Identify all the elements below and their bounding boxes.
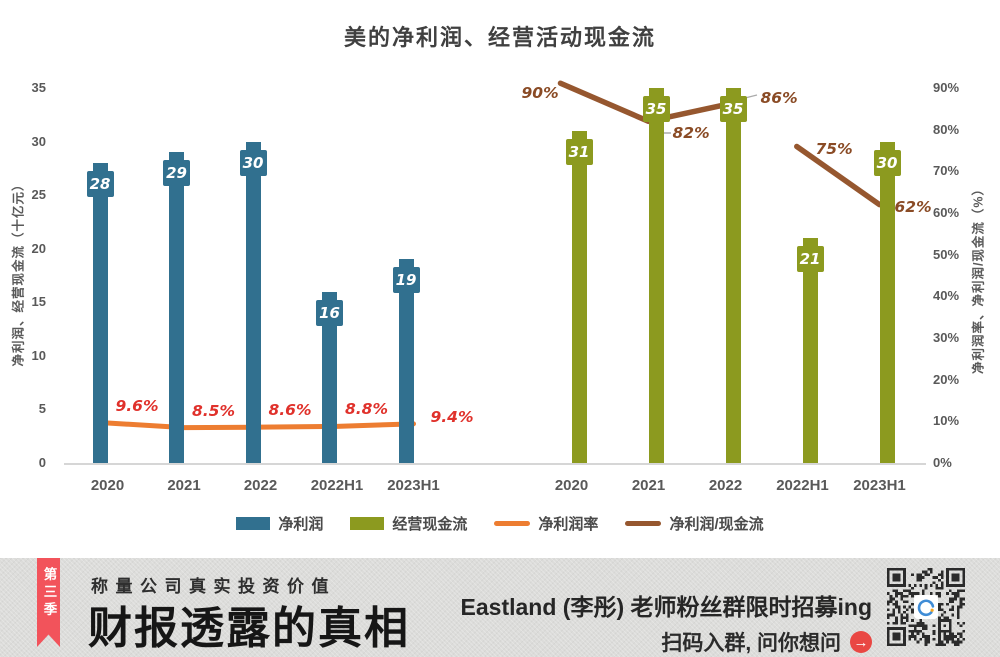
bar-net-profit-2021 bbox=[169, 152, 184, 463]
bar-cash-flow-2023H1 bbox=[879, 141, 895, 463]
legend-item-4: 净利润/现金流 bbox=[625, 513, 764, 534]
left-axis-title: 净利润、经营现金流（十亿元） bbox=[11, 177, 26, 367]
bar-net-profit-2023H1 bbox=[398, 259, 414, 463]
x-tick-right-2022: 2022 bbox=[708, 477, 743, 494]
bar-cash-flow-2020-value-label: 31 bbox=[565, 138, 593, 165]
label-profit-to-cash-2023H1: 62% bbox=[894, 197, 932, 216]
x-tick-right-2021: 2021 bbox=[631, 477, 666, 494]
bar-cash-flow-2020 bbox=[571, 130, 587, 463]
promo-line2: 扫码入群, 问你想问 → bbox=[461, 627, 872, 657]
x-tick-right-2020: 2020 bbox=[554, 477, 589, 494]
season-ribbon: 第三季 bbox=[37, 558, 60, 647]
bar-net-profit-2022-value-label: 30 bbox=[239, 149, 267, 176]
right-axis-tick-30%: 30% bbox=[933, 330, 960, 345]
chart-legend: 净利润 经营现金流 净利润率 净利润/现金流 bbox=[0, 513, 1000, 534]
footer-banner: 第三季 bbox=[0, 558, 1000, 657]
left-axis-tick-20: 20 bbox=[31, 240, 46, 256]
x-tick-left-2023H1: 2023H1 bbox=[387, 477, 440, 494]
bar-net-profit-2022H1 bbox=[322, 291, 337, 463]
bar-net-profit-2023H1-value-label: 19 bbox=[392, 267, 420, 294]
legend-item-2: 经营现金流 bbox=[350, 513, 467, 534]
bar-net-profit-2021-value-label: 29 bbox=[163, 160, 190, 187]
legend-label-3: 净利润率 bbox=[538, 516, 599, 533]
promo-line2-text: 扫码入群, 问你想问 bbox=[661, 632, 841, 655]
left-axis-tick-5: 5 bbox=[38, 401, 46, 417]
label-net-margin-2023H1: 9.4% bbox=[430, 407, 474, 426]
right-axis-tick-60%: 60% bbox=[933, 205, 960, 220]
banner-tagline: 称量公司真实投资价值 bbox=[91, 577, 336, 596]
x-tick-left-2021: 2021 bbox=[167, 477, 201, 494]
label-profit-to-cash-2022H1: 75% bbox=[815, 140, 853, 158]
qr-center-logo bbox=[914, 595, 938, 619]
bar-net-profit-2020 bbox=[92, 163, 108, 463]
left-axis-tick-25: 25 bbox=[31, 187, 46, 203]
x-tick-left-2022H1: 2022H1 bbox=[310, 477, 364, 494]
bar-net-profit-2022 bbox=[245, 141, 261, 463]
legend-label-2: 经营现金流 bbox=[392, 516, 468, 533]
season-ribbon-label: 第三季 bbox=[41, 567, 57, 620]
right-axis-tick-90%: 90% bbox=[933, 80, 960, 95]
promo-line1: Eastland (李彤) 老师粉丝群限时招募ing bbox=[460, 594, 872, 620]
right-axis-tick-70%: 70% bbox=[933, 163, 960, 179]
right-axis-tick-50%: 50% bbox=[933, 246, 960, 262]
right-axis-tick-20%: 20% bbox=[933, 371, 960, 387]
bar-net-profit-2020-value-label: 28 bbox=[86, 171, 114, 197]
x-tick-right-2022H1: 2022H1 bbox=[776, 477, 829, 494]
bar-cash-flow-2022-value-label: 35 bbox=[719, 96, 747, 122]
blue-swirl-icon bbox=[917, 599, 935, 617]
promo-block: Eastland (李彤) 老师粉丝群限时招募ing 扫码入群, 问你想问 → bbox=[461, 588, 872, 657]
legend-swatch-4 bbox=[625, 521, 662, 526]
left-axis-tick-10: 10 bbox=[31, 347, 46, 363]
legend-item-3: 净利润率 bbox=[494, 513, 598, 534]
x-axis-line bbox=[64, 463, 926, 465]
chart-title: 美的净利润、经营活动现金流 bbox=[343, 25, 656, 50]
line-net-margin bbox=[105, 420, 416, 431]
label-profit-to-cash-2020: 90% bbox=[521, 84, 559, 102]
left-axis-tick-35: 35 bbox=[31, 80, 46, 95]
banner-series-title: 财报透露的真相 bbox=[88, 604, 410, 653]
left-axis-tick-15: 15 bbox=[31, 294, 46, 310]
right-axis-tick-40%: 40% bbox=[933, 288, 960, 304]
label-net-margin-2020: 9.6% bbox=[115, 397, 159, 415]
x-tick-left-2020: 2020 bbox=[90, 477, 125, 494]
bar-net-profit-2022H1-value-label: 16 bbox=[316, 299, 343, 326]
label-net-margin-2022: 8.6% bbox=[268, 401, 312, 420]
legend-label-4: 净利润/现金流 bbox=[669, 516, 764, 533]
x-tick-right-2023H1: 2023H1 bbox=[853, 477, 906, 494]
label-profit-to-cash-2021: 82% bbox=[672, 124, 710, 143]
legend-swatch-2 bbox=[350, 517, 385, 530]
bar-cash-flow-2022H1-value-label: 21 bbox=[796, 246, 824, 272]
bar-cash-flow-2021 bbox=[648, 88, 664, 463]
right-axis-tick-80%: 80% bbox=[933, 121, 960, 137]
legend-label-1: 净利润 bbox=[278, 516, 324, 533]
right-axis-tick-0%: 0% bbox=[933, 455, 952, 470]
combo-chart: 美的净利润、经营活动现金流 净利润、经营现金流（十亿元） 净利润率、净利润/现金… bbox=[0, 25, 1000, 534]
left-axis-tick-30: 30 bbox=[31, 133, 46, 149]
bar-cash-flow-2022 bbox=[725, 88, 741, 463]
bar-cash-flow-2022H1 bbox=[802, 238, 818, 463]
line-series-layer bbox=[105, 80, 897, 431]
arrow-right-icon: → bbox=[850, 631, 872, 653]
label-profit-to-cash-2022: 86% bbox=[760, 88, 798, 107]
qr-code bbox=[887, 568, 965, 646]
left-axis-tick-0: 0 bbox=[38, 455, 46, 470]
x-tick-left-2022: 2022 bbox=[243, 477, 278, 494]
bar-cash-flow-2021-value-label: 35 bbox=[642, 96, 670, 122]
label-net-margin-2021: 8.5% bbox=[192, 401, 235, 420]
legend-item-1: 净利润 bbox=[236, 513, 323, 534]
legend-swatch-3 bbox=[494, 521, 531, 526]
qr-code-pattern bbox=[887, 568, 965, 646]
right-axis-tick-10%: 10% bbox=[933, 413, 960, 429]
legend-swatch-1 bbox=[236, 517, 271, 530]
bar-cash-flow-2023H1-value-label: 30 bbox=[873, 149, 901, 176]
label-net-margin-2022H1: 8.8% bbox=[345, 400, 388, 419]
